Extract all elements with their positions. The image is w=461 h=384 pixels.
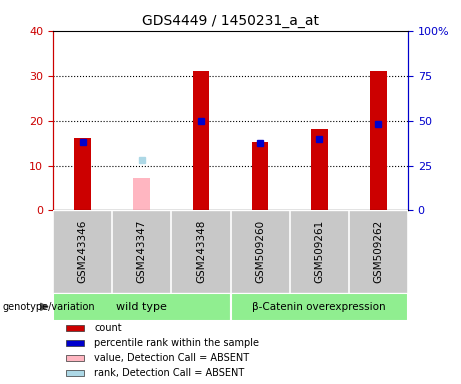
Text: genotype/variation: genotype/variation bbox=[2, 302, 95, 312]
Text: GSM243346: GSM243346 bbox=[77, 220, 88, 283]
Bar bbox=[311, 129, 327, 210]
Bar bbox=[53, 293, 230, 321]
Bar bbox=[370, 71, 387, 210]
Text: GSM243348: GSM243348 bbox=[196, 220, 206, 283]
Text: GSM509260: GSM509260 bbox=[255, 220, 265, 283]
Title: GDS4449 / 1450231_a_at: GDS4449 / 1450231_a_at bbox=[142, 14, 319, 28]
Bar bbox=[252, 142, 268, 210]
Bar bbox=[74, 137, 91, 210]
Text: value, Detection Call = ABSENT: value, Detection Call = ABSENT bbox=[94, 353, 249, 363]
Text: wild type: wild type bbox=[116, 302, 167, 312]
Text: rank, Detection Call = ABSENT: rank, Detection Call = ABSENT bbox=[94, 368, 244, 378]
Text: GSM509262: GSM509262 bbox=[373, 220, 384, 283]
Bar bbox=[66, 370, 83, 376]
Text: percentile rank within the sample: percentile rank within the sample bbox=[94, 338, 259, 348]
Text: β-Catenin overexpression: β-Catenin overexpression bbox=[253, 302, 386, 312]
Text: GSM243347: GSM243347 bbox=[137, 220, 147, 283]
Text: count: count bbox=[94, 323, 122, 333]
Text: GSM509261: GSM509261 bbox=[314, 220, 324, 283]
Bar bbox=[230, 293, 408, 321]
Bar bbox=[66, 340, 83, 346]
Bar bbox=[193, 71, 209, 210]
Bar bbox=[66, 325, 83, 331]
Bar bbox=[66, 355, 83, 361]
Bar bbox=[134, 178, 150, 210]
